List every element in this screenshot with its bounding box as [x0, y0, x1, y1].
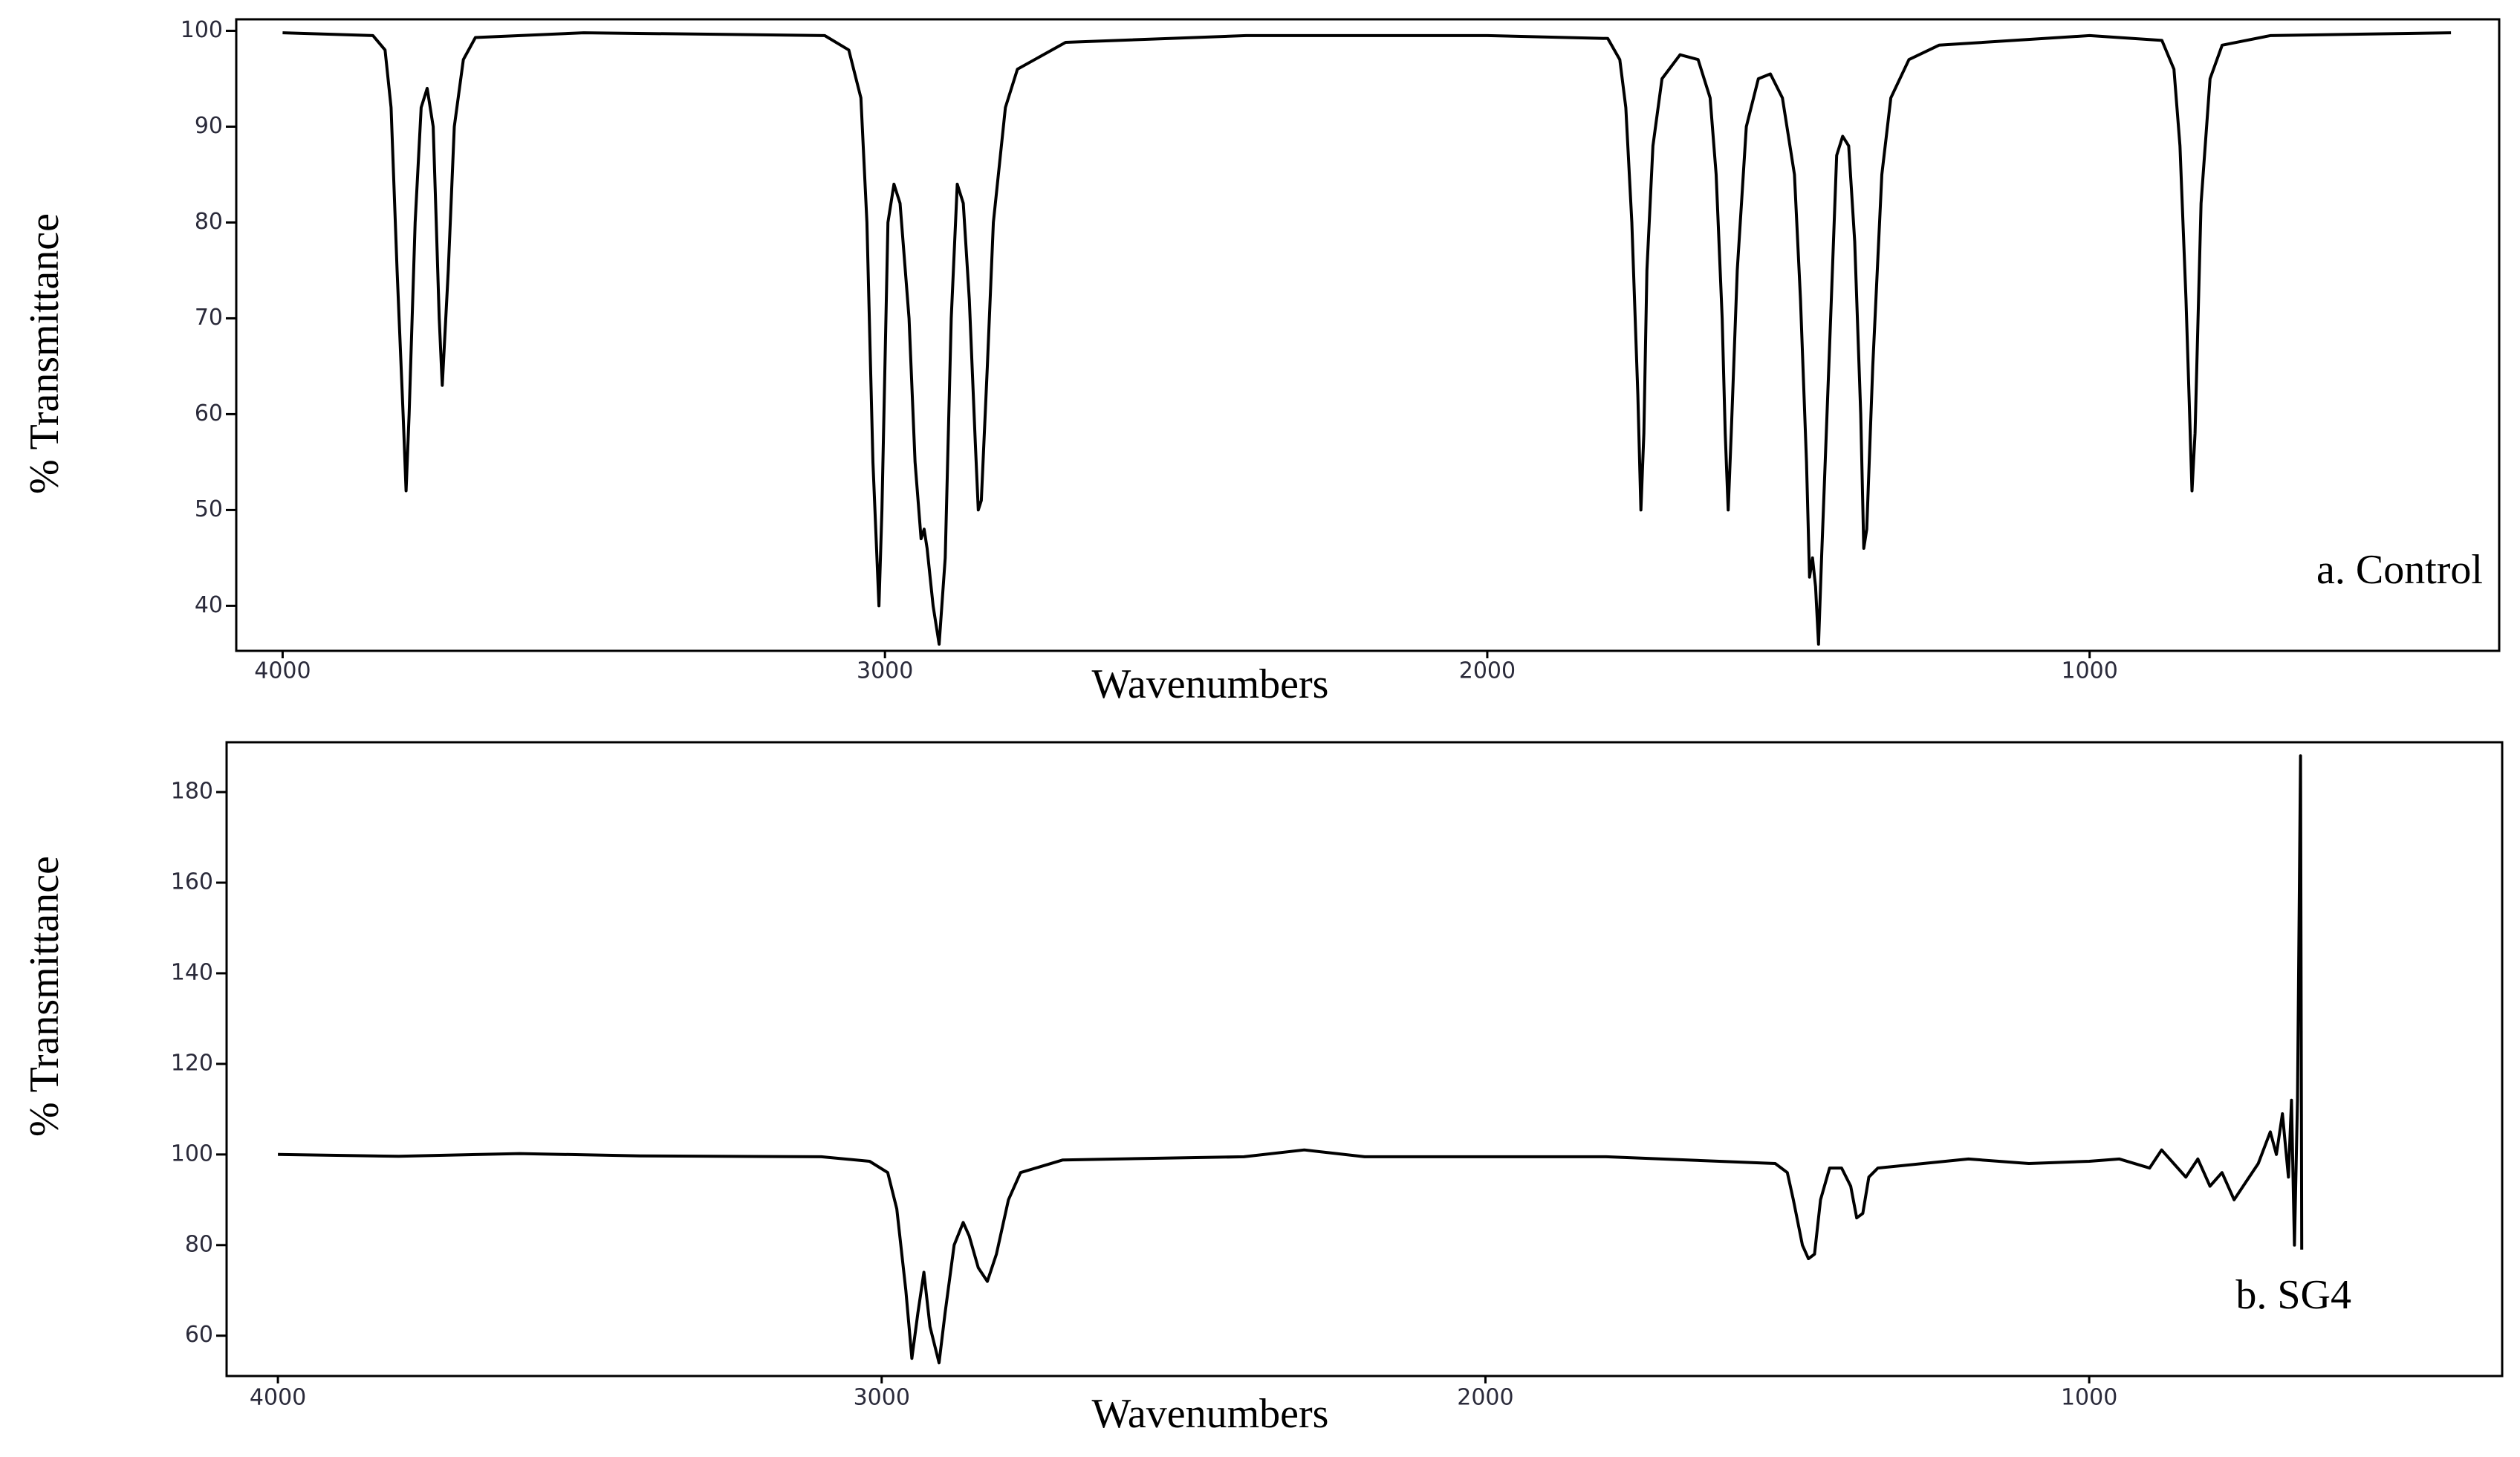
y-tick-label: 50	[195, 496, 223, 522]
y-tick-label: 90	[195, 113, 223, 139]
y-tick-label: 60	[195, 400, 223, 426]
spectrum-line	[282, 31, 2452, 646]
x-tick-label: 2000	[1459, 658, 1516, 684]
y-tick-label: 100	[181, 17, 223, 43]
x-tick-label: 3000	[854, 1385, 910, 1411]
y-axis-label: % Transmittance	[22, 213, 68, 494]
x-tick-label: 2000	[1457, 1385, 1513, 1411]
y-tick-label: 40	[195, 592, 223, 618]
y-tick-label: 120	[171, 1050, 213, 1076]
x-tick-label: 4000	[254, 658, 311, 684]
x-tick-label: 1000	[2061, 1385, 2117, 1411]
plot-frame	[235, 18, 2501, 652]
y-axis-label: % Transmittance	[22, 856, 68, 1137]
x-axis-label: Wavenumbers	[1092, 661, 1329, 707]
y-tick-label: 160	[171, 869, 213, 895]
x-axis-label: Wavenumbers	[1092, 1391, 1329, 1437]
x-tick-label: 3000	[857, 658, 913, 684]
annotation: a. Control	[2316, 547, 2483, 593]
plot-frame	[225, 741, 2504, 1378]
y-tick-label: 140	[171, 959, 213, 985]
x-tick-label: 1000	[2062, 658, 2118, 684]
y-tick-label: 60	[185, 1322, 213, 1348]
y-tick-label: 80	[185, 1231, 213, 1257]
y-tick-label: 70	[195, 305, 223, 331]
spectrum-line	[278, 754, 2304, 1365]
y-tick-label: 180	[171, 779, 213, 805]
y-tick-label: 100	[171, 1140, 213, 1166]
y-tick-label: 80	[195, 209, 223, 235]
x-tick-label: 4000	[250, 1385, 306, 1411]
annotation: b. SG4	[2235, 1272, 2351, 1318]
